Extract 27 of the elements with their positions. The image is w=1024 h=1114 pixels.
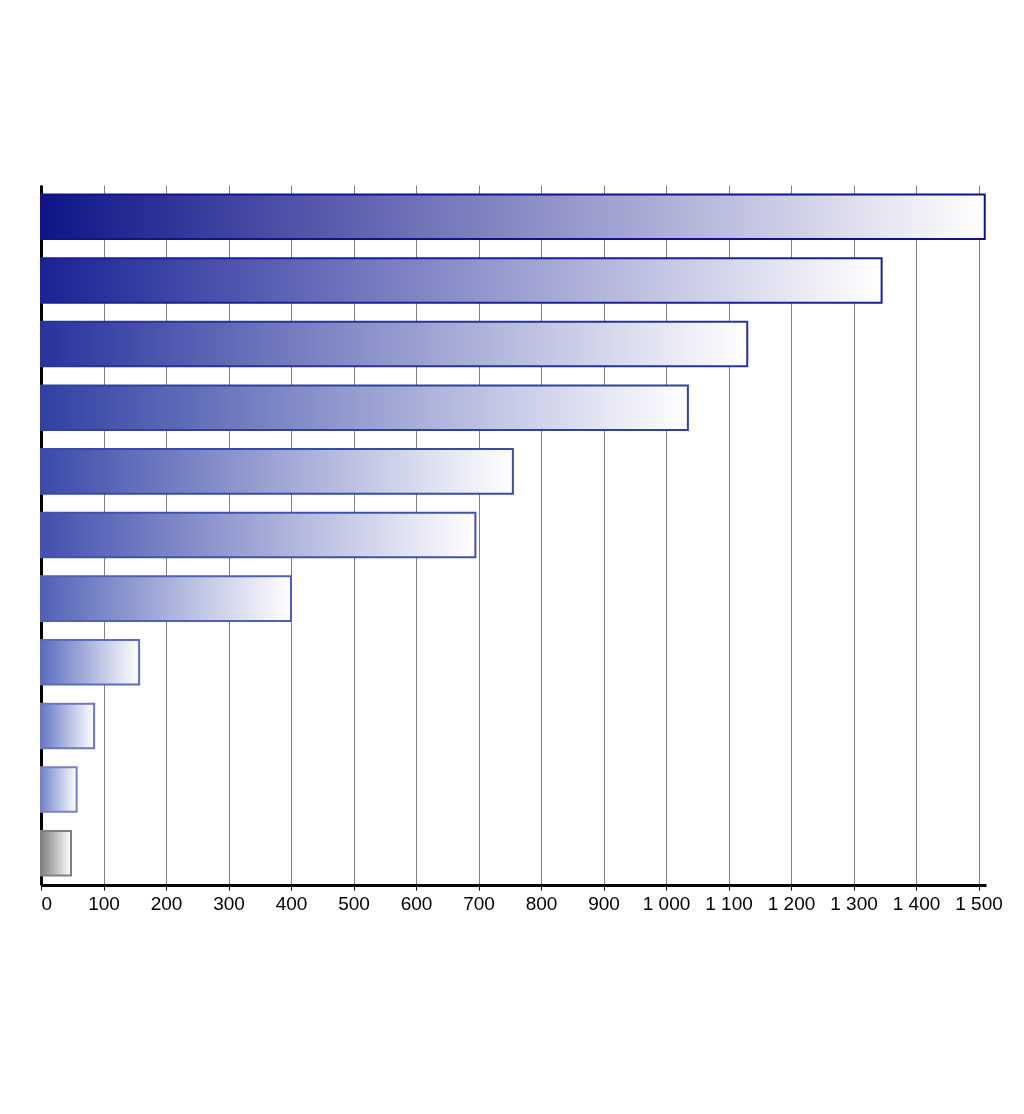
- x-tick-label: 1 100: [705, 892, 753, 914]
- bar: [40, 575, 292, 622]
- x-tick-label: 300: [213, 892, 245, 914]
- bar: [40, 766, 78, 813]
- bar: [40, 257, 883, 304]
- bar: [40, 702, 96, 750]
- x-tick-label: 0: [41, 892, 53, 914]
- bar: [40, 639, 141, 686]
- x-tick-label: 1 000: [642, 892, 691, 914]
- x-tick-label: 1 500: [955, 892, 1003, 914]
- bar: [40, 384, 689, 431]
- x-tick-label: 1 300: [830, 892, 878, 914]
- x-tick-label: 100: [88, 892, 120, 914]
- x-tick-label: 200: [150, 892, 183, 914]
- x-tick-label: 700: [463, 892, 495, 914]
- x-tick-label: 1 400: [892, 892, 941, 914]
- x-tick-label: 500: [338, 892, 370, 914]
- x-tick-label: 400: [275, 892, 308, 914]
- bar: [40, 829, 72, 877]
- x-tick-label: 1 200: [767, 892, 816, 914]
- bar: [40, 320, 749, 368]
- x-tick-label: 900: [588, 892, 620, 914]
- x-tick-label: 600: [400, 892, 433, 914]
- bar: [40, 448, 514, 495]
- x-tick-label: 800: [525, 892, 558, 914]
- bar: [40, 511, 477, 559]
- bar: [40, 193, 986, 241]
